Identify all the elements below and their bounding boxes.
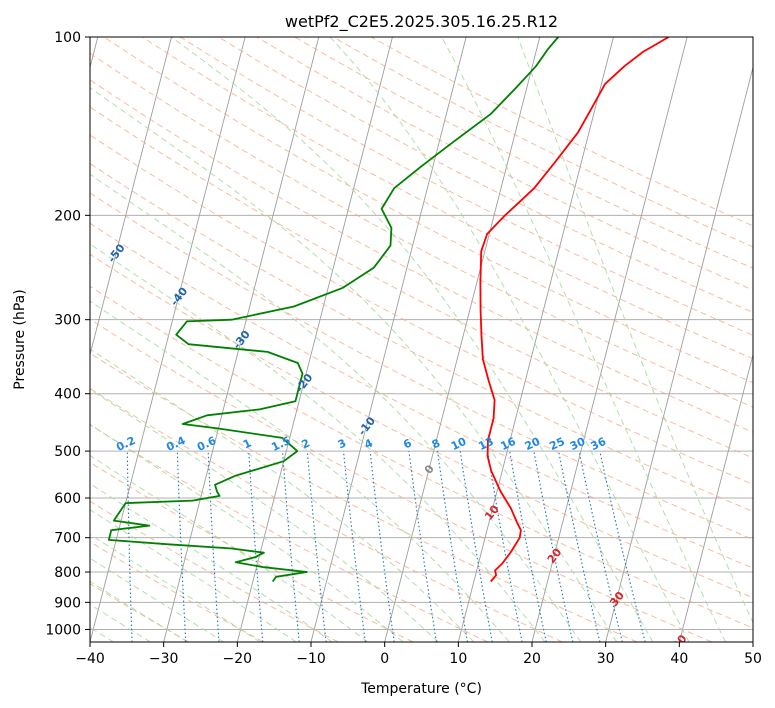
dry-adiabat	[90, 461, 414, 642]
dry-adiabat	[103, 37, 753, 384]
mixing-ratio-line	[599, 450, 646, 642]
moist-adiabat	[90, 173, 582, 642]
mixing-ratio-line	[408, 451, 437, 642]
moist-adiabat	[90, 87, 618, 642]
moist-adiabat	[90, 243, 546, 642]
mixing-ratio-line	[578, 450, 623, 642]
y-axis: 1000 900 800 700 600 500 400 300 200 100	[45, 30, 90, 638]
y-axis-label: Pressure (hPa)	[12, 289, 28, 389]
isotherm-label: 40	[670, 632, 690, 652]
dry-adiabat	[90, 318, 712, 642]
x-axis: −40 −30 −20 −10 0 10 20 30 40 50	[75, 642, 762, 667]
moist-adiabat	[171, 37, 654, 642]
y-tick-label: 600	[54, 491, 81, 507]
dry-adiabat	[180, 37, 753, 336]
x-tick-label: −20	[223, 651, 253, 667]
mixing-ratio-line	[533, 451, 574, 642]
dry-adiabat	[218, 37, 753, 314]
y-tick-label: 300	[54, 313, 81, 329]
mixing-ratio-line	[281, 451, 300, 642]
temperature-profile	[479, 37, 670, 583]
dry-adiabat	[90, 285, 753, 629]
dry-adiabat	[90, 253, 753, 599]
moist-adiabat	[90, 533, 261, 642]
y-tick-label: 900	[54, 595, 81, 611]
isotherm	[457, 37, 614, 642]
isotherm	[384, 37, 541, 642]
mixing-ratio-line	[342, 451, 366, 642]
chart-title: wetPf2_C2E5.2025.305.16.25.R12	[285, 12, 558, 32]
y-tick-label: 400	[54, 387, 81, 403]
mixing-ratio-label: 20	[523, 435, 543, 453]
isotherm	[752, 640, 753, 642]
x-tick-label: 30	[597, 651, 615, 667]
isotherm	[605, 65, 753, 642]
background-lines	[90, 37, 753, 642]
mixing-ratio-line	[369, 451, 395, 642]
y-tick-label: 800	[54, 565, 81, 581]
moist-adiabat	[441, 37, 727, 642]
mixing-ratio-line	[509, 451, 547, 642]
x-tick-label: 0	[380, 651, 389, 667]
isotherm	[531, 37, 688, 642]
moist-adiabat	[90, 483, 333, 642]
moist-adiabat	[90, 509, 297, 642]
x-tick-label: 40	[670, 651, 688, 667]
plot-frame	[89, 36, 754, 643]
x-tick-label: −10	[296, 651, 326, 667]
mixing-ratio-label: 30	[568, 435, 588, 453]
moist-adiabat	[329, 37, 690, 642]
dry-adiabat	[90, 387, 563, 642]
dry-adiabat	[90, 162, 753, 513]
isotherm-label: -70	[0, 155, 3, 179]
mixing-ratio-label: 25	[547, 435, 566, 453]
dry-adiabat	[90, 352, 638, 642]
dry-adiabat	[90, 134, 753, 486]
y-tick-label: 200	[54, 208, 81, 224]
moist-adiabat	[90, 348, 475, 642]
x-tick-label: 20	[523, 651, 541, 667]
dry-adiabat	[90, 424, 488, 642]
moist-adiabat	[90, 423, 404, 642]
mixing-ratio-label: 16	[498, 435, 518, 453]
moist-adiabat	[90, 557, 225, 642]
x-tick-label: 10	[449, 651, 467, 667]
isotherm	[678, 352, 753, 642]
dewpoint-profile	[107, 37, 559, 583]
dry-adiabat	[90, 583, 190, 642]
x-tick-label: −40	[75, 651, 105, 667]
x-axis-label: Temperature (°C)	[360, 681, 482, 697]
plot-background	[90, 37, 753, 642]
mixing-ratio-label: 36	[589, 435, 609, 453]
mixing-ratio-label: 13	[476, 435, 495, 453]
mixing-ratio-line	[486, 451, 523, 642]
y-tick-label: 100	[54, 30, 81, 46]
dry-adiabat	[90, 52, 753, 408]
moist-adiabat	[90, 300, 510, 642]
y-tick-label: 500	[54, 444, 81, 460]
isotherm	[163, 37, 320, 642]
isotherm	[236, 37, 393, 642]
isotherm	[90, 37, 172, 357]
moist-adiabat	[517, 37, 753, 624]
x-tick-label: −30	[149, 651, 179, 667]
y-tick-label: 1000	[45, 622, 81, 638]
y-tick-label: 700	[54, 531, 81, 547]
moist-adiabat	[90, 388, 439, 642]
mixing-ratio-label: 10	[449, 435, 469, 453]
series-layer	[107, 37, 670, 583]
mixing-ratio-line	[248, 451, 264, 642]
mixing-ratio-line	[558, 450, 601, 642]
x-tick-label: 50	[744, 651, 762, 667]
mixing-ratio-line	[306, 451, 327, 642]
